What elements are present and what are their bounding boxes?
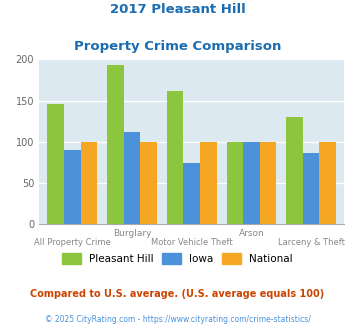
Bar <box>81 142 97 224</box>
Text: Property Crime Comparison: Property Crime Comparison <box>74 40 281 52</box>
Bar <box>303 153 320 224</box>
Bar <box>226 142 243 224</box>
Legend: Pleasant Hill, Iowa, National: Pleasant Hill, Iowa, National <box>59 250 296 267</box>
Text: Arson: Arson <box>239 229 264 238</box>
Text: Larceny & Theft: Larceny & Theft <box>278 238 345 247</box>
Bar <box>47 104 64 224</box>
Bar <box>200 142 217 224</box>
Bar <box>140 142 157 224</box>
Bar <box>286 117 303 224</box>
Bar <box>64 150 81 224</box>
Text: © 2025 CityRating.com - https://www.cityrating.com/crime-statistics/: © 2025 CityRating.com - https://www.city… <box>45 315 310 324</box>
Bar <box>260 142 276 224</box>
Bar <box>320 142 336 224</box>
Bar <box>124 132 140 224</box>
Text: Compared to U.S. average. (U.S. average equals 100): Compared to U.S. average. (U.S. average … <box>31 289 324 299</box>
Text: Burglary: Burglary <box>113 229 151 238</box>
Bar <box>243 142 260 224</box>
Text: All Property Crime: All Property Crime <box>34 238 111 247</box>
Text: 2017 Pleasant Hill: 2017 Pleasant Hill <box>110 3 245 16</box>
Bar <box>184 162 200 224</box>
Bar <box>167 91 184 224</box>
Text: Motor Vehicle Theft: Motor Vehicle Theft <box>151 238 233 247</box>
Bar <box>107 65 124 224</box>
